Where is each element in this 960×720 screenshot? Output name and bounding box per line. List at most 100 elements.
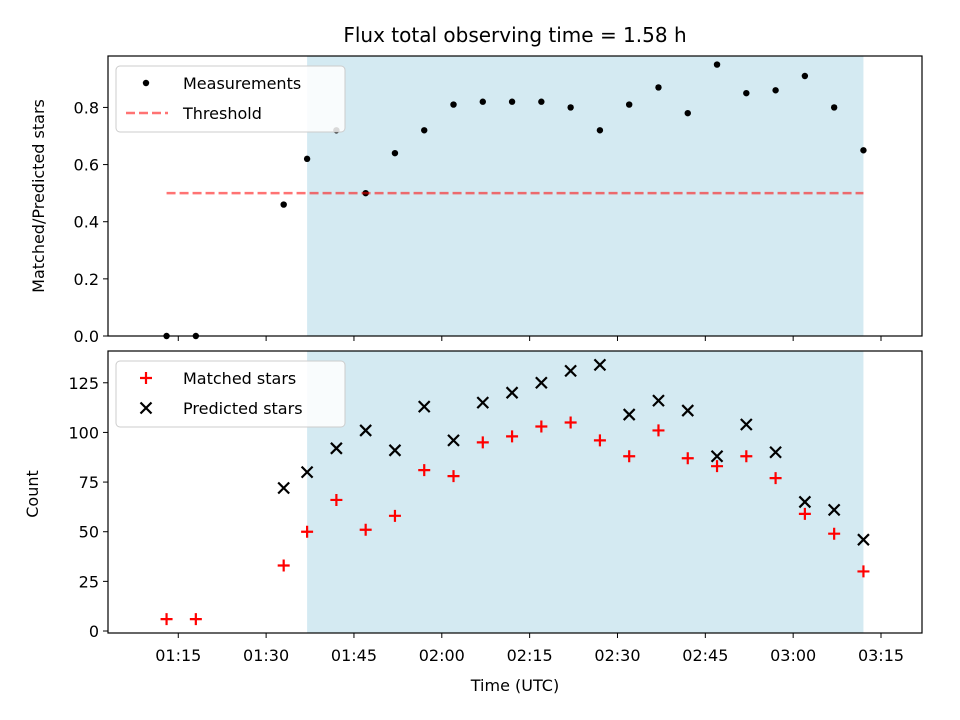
matched-star-point xyxy=(623,450,636,463)
measurement-point xyxy=(713,61,721,68)
matched-star-point xyxy=(388,509,401,522)
measurement-point xyxy=(538,98,545,105)
matched-star-point xyxy=(769,472,782,485)
matched-star-point xyxy=(593,434,606,447)
matched-star-point xyxy=(828,527,841,540)
measurement-point xyxy=(421,127,428,134)
predicted-star-point xyxy=(277,481,290,495)
count-y-tick-label: 0 xyxy=(89,622,99,641)
predicted-star-point xyxy=(652,394,665,407)
predicted-star-point xyxy=(769,446,782,459)
matched-star-point xyxy=(711,460,724,473)
matched-star-point xyxy=(681,452,694,465)
ratio-observing-window xyxy=(307,56,864,336)
measurement-point xyxy=(450,101,457,108)
matched-star-point xyxy=(418,464,431,477)
x-tick-label: 01:30 xyxy=(243,646,289,665)
predicted-star-point xyxy=(593,358,607,372)
predicted-star-point xyxy=(505,386,519,399)
ratio-legend xyxy=(115,65,346,133)
predicted-star-point xyxy=(476,396,490,409)
x-tick-label: 03:00 xyxy=(770,646,816,665)
measurement-point xyxy=(655,84,662,91)
predicted-star-point xyxy=(681,404,695,417)
x-axis-label: Time (UTC) xyxy=(470,676,559,695)
matched-star-point xyxy=(330,493,343,506)
predicted-star-point xyxy=(564,364,577,378)
legend-predicted-swatch xyxy=(139,401,153,415)
count-y-tick-label: 50 xyxy=(79,523,99,542)
count-panel: 0 25 50 75 100 125 01:15 01:30 01:45 02:00 02:15 02… xyxy=(68,350,923,665)
matched-star-point xyxy=(277,559,290,572)
predicted-star-point xyxy=(827,503,841,517)
measurement-point xyxy=(830,104,838,111)
measurement-point xyxy=(596,127,604,134)
measurement-point xyxy=(508,98,516,105)
x-tick-label: 01:15 xyxy=(155,646,201,665)
legend-label: Threshold xyxy=(182,104,262,123)
ratio-y-tick-label: 0.6 xyxy=(74,156,99,175)
measurement-point xyxy=(743,89,750,97)
measurement-point xyxy=(303,155,311,163)
count-y-tick-label: 100 xyxy=(68,423,99,442)
ratio-y-axis-label: Matched/Predicted stars xyxy=(29,99,48,293)
predicted-star-point xyxy=(740,418,753,431)
count-y-tick-label: 125 xyxy=(68,374,99,393)
count-observing-window xyxy=(307,351,864,633)
matched-star-point xyxy=(535,420,548,433)
count-legend xyxy=(115,360,346,428)
ratio-panel: 0.0 0.2 0.4 0.6 0.8 Measurements Threshold xyxy=(74,55,923,346)
predicted-star-point xyxy=(300,465,314,479)
count-y-tick-label: 75 xyxy=(79,473,99,492)
count-y-axis-label: Count xyxy=(23,470,42,518)
predicted-star-point xyxy=(388,444,402,457)
legend-matched-swatch xyxy=(140,372,152,384)
matched-star-point xyxy=(564,416,577,429)
ratio-y-tick-label: 0.8 xyxy=(74,98,99,117)
chart-title: Flux total observing time = 1.58 h xyxy=(343,23,686,47)
matched-star-point xyxy=(447,470,460,483)
matched-star-point xyxy=(160,613,173,626)
predicted-star-point xyxy=(857,533,870,546)
x-tick-label: 03:15 xyxy=(858,646,904,665)
predicted-star-point xyxy=(535,376,548,390)
predicted-star-point xyxy=(710,449,724,463)
matched-star-point xyxy=(798,507,811,520)
matched-star-point xyxy=(740,450,753,463)
matched-star-point xyxy=(652,424,665,437)
measurement-point xyxy=(772,87,779,94)
x-tick-label: 02:45 xyxy=(682,646,728,665)
measurement-point xyxy=(684,109,691,117)
measurement-point xyxy=(479,98,486,105)
predicted-star-point xyxy=(798,495,812,509)
legend-label: Measurements xyxy=(183,74,301,93)
matched-star-point xyxy=(506,430,519,443)
measurement-point xyxy=(801,72,809,80)
legend-label: Predicted stars xyxy=(183,399,303,418)
measurement-point xyxy=(625,101,633,108)
predicted-star-point xyxy=(447,434,460,447)
matched-star-point xyxy=(476,436,489,449)
matched-star-point xyxy=(857,565,870,578)
x-tick-label: 02:00 xyxy=(419,646,465,665)
predicted-star-point xyxy=(359,424,372,437)
matched-star-point xyxy=(189,613,202,626)
predicted-star-point xyxy=(417,400,431,413)
ratio-y-tick-label: 0.4 xyxy=(74,213,99,232)
count-y-tick-label: 25 xyxy=(79,572,99,591)
predicted-star-point xyxy=(622,408,636,421)
x-tick-label: 02:30 xyxy=(594,646,640,665)
legend-measurement-swatch xyxy=(142,79,150,87)
ratio-y-tick-label: 0.2 xyxy=(74,270,99,289)
matched-star-point xyxy=(301,525,314,538)
x-tick-label: 01:45 xyxy=(331,646,377,665)
matched-star-point xyxy=(359,523,372,536)
legend-label: Matched stars xyxy=(183,369,296,388)
measurement-point xyxy=(567,104,574,111)
count-axes-frame xyxy=(107,350,923,634)
measurement-point xyxy=(860,147,867,154)
ratio-axes-frame xyxy=(107,55,923,337)
measurement-point xyxy=(280,201,287,208)
predicted-star-point xyxy=(330,442,343,455)
